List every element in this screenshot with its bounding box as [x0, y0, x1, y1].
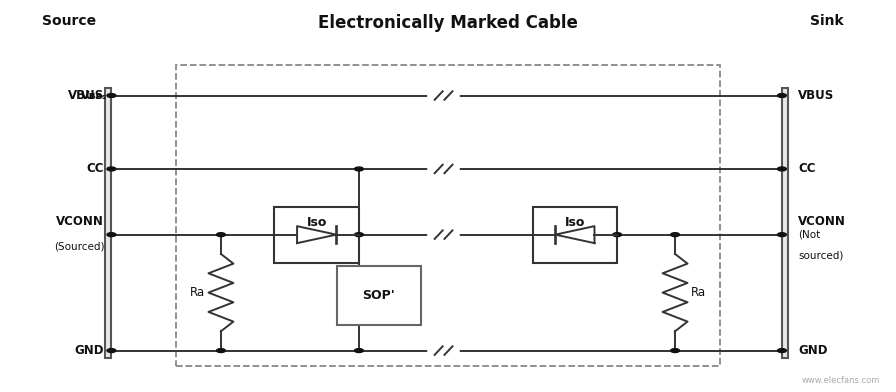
Text: VBUS: VBUS	[68, 89, 104, 102]
Bar	[532, 207, 617, 263]
Bar	[177, 65, 719, 366]
Text: CC: CC	[87, 162, 104, 176]
Circle shape	[670, 348, 679, 352]
Circle shape	[217, 348, 226, 352]
Circle shape	[355, 348, 364, 352]
Text: (Not: (Not	[798, 230, 820, 240]
Bar	[337, 265, 421, 325]
Text: Sink: Sink	[810, 15, 843, 28]
Text: sourced): sourced)	[798, 251, 843, 261]
Text: (Sourced): (Sourced)	[54, 241, 104, 251]
Circle shape	[107, 167, 116, 171]
Text: VCONN: VCONN	[798, 214, 846, 228]
Circle shape	[613, 233, 622, 237]
Circle shape	[217, 233, 226, 237]
Text: VCONN: VCONN	[56, 214, 104, 228]
Text: Ra: Ra	[691, 286, 706, 299]
Bar	[274, 207, 359, 263]
Text: Iso: Iso	[564, 216, 585, 229]
Bar	[105, 88, 111, 358]
Circle shape	[107, 94, 116, 98]
Text: www.elecfans.com: www.elecfans.com	[802, 376, 880, 385]
Text: Electronically Marked Cable: Electronically Marked Cable	[318, 15, 578, 33]
Circle shape	[670, 233, 679, 237]
Text: GND: GND	[798, 344, 827, 357]
Circle shape	[355, 167, 364, 171]
Text: Source: Source	[42, 15, 97, 28]
Circle shape	[107, 348, 116, 352]
Circle shape	[778, 94, 787, 98]
Text: CC: CC	[798, 162, 815, 176]
Circle shape	[778, 167, 787, 171]
Text: Iso: Iso	[306, 216, 327, 229]
Circle shape	[107, 233, 116, 237]
Text: Vʙᴘₛ: Vʙᴘₛ	[81, 91, 107, 100]
Circle shape	[778, 233, 787, 237]
Text: GND: GND	[74, 344, 104, 357]
Text: Ra: Ra	[190, 286, 205, 299]
Text: SOP': SOP'	[363, 289, 395, 302]
Text: VBUS: VBUS	[798, 89, 834, 102]
Circle shape	[778, 348, 787, 352]
Circle shape	[355, 233, 364, 237]
Bar	[782, 88, 788, 358]
